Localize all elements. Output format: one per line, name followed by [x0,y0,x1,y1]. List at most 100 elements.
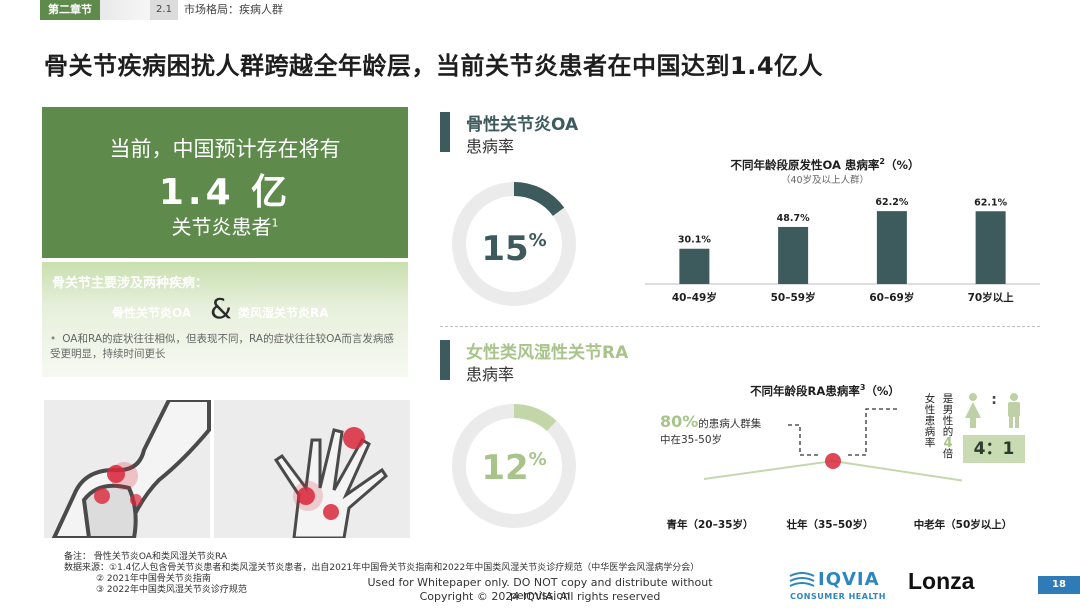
ra-callout-left [788,424,818,456]
oa-bar-value-label: 30.1% [678,235,711,246]
ra-chart-title-unit: （%） [865,384,900,398]
oa-donut [452,182,576,306]
oa-chart-title-text: 不同年龄段原发性OA 患病率 [730,158,880,172]
joint-illustration [44,400,410,538]
female-ratio-col3: 倍 [942,448,954,460]
headline-line3: 关节炎患者1 [42,211,408,240]
oa-category-label: 60–69岁 [869,291,914,304]
ratio-badge: 4：1 [963,435,1025,463]
oa-chart-title-unit: （%） [884,158,920,172]
oa-bar [876,211,907,284]
ra-donut [452,404,576,528]
inflammation-glow [293,481,323,511]
bullet: • [50,333,57,345]
ra-peak-point [825,453,841,469]
page-title: 骨关节疾病困扰人群跨越全年龄层，当前关节炎患者在中国达到1.4亿人 [44,52,824,80]
inflammation-dot [323,504,339,520]
copyright-line2: Copyright © 2024 IQVIA. All rights reser… [419,590,661,603]
ra-section-bar [440,340,450,380]
oa-bar [975,211,1006,284]
section-divider [440,326,1040,327]
disease-info-box: 骨关节主要涉及两种疾病： 骨性关节炎OA & 类风湿关节炎RA • OA和RA的症… [42,262,408,377]
oa-chart-subtitle: （40岁及以上人群） [780,175,870,186]
footnote-source-3: ③ 2022年中国类风湿关节炎诊疗规范 [96,585,247,595]
male-icon [1008,393,1020,428]
section-title: 市场格局：疾病人群 [184,3,283,16]
disease-note: • OA和RA的症状往往相似，但表现不同，RA的症状往往较OA而言发病感受更明显，… [50,332,402,362]
inflammation-dot [130,494,142,506]
inflammation-glow [110,462,138,490]
headline-line3-text: 关节炎患者 [171,215,272,239]
female-ratio-col2: 是男性的 4 倍 [940,394,956,460]
ra-xlabel-0: 青年（20–35岁） [666,519,754,531]
ra-annotation-line2: 中在35-50岁 [660,434,723,446]
oa-donut-value: 15 [481,229,529,269]
disease-note-text: OA和RA的症状往往相似，但表现不同，RA的症状往往较OA而言发病感受更明显，持… [50,333,394,360]
chapter-tag: 第二章节 [40,0,100,20]
footnote-ref-1: 1 [271,216,279,230]
footnote-ref-2: 2 [879,157,885,167]
ra-title: 女性类风湿性关节RA [466,343,629,363]
female-ratio-highlight: 4 [943,436,953,451]
oa-bar [679,248,710,284]
iqvia-logo: IQVIA [818,569,880,590]
oa-donut-unit: % [528,230,547,251]
ra-callout-right [848,408,900,456]
ra-annotation-pct: 80% [660,412,699,431]
ra-line-chart [703,408,963,482]
oa-bar [778,226,809,284]
hand-bones [273,428,388,538]
gender-icons [965,393,1020,428]
oa-bar-value-label: 62.1% [974,197,1007,208]
female-icon [965,393,981,428]
ratio-colon: : [991,392,997,408]
ra-donut-label: 12% [450,448,578,488]
disease-info-title: 骨关节主要涉及两种疾病： [52,276,209,291]
oa-category-label: 40–49岁 [672,291,717,304]
ra-chart-title-text: 不同年龄段RA患病率 [750,384,860,398]
oa-bar-chart: 30.1% 40–49岁 48.7% 50–59岁 62.2% 60–69岁 62.1% 70… [645,197,1040,304]
chapter-tag-gradient [100,0,150,20]
oa-donut-label: 15% [450,229,578,269]
inflammation-dot [94,488,110,504]
oa-subtitle: 患病率 [466,137,515,156]
iqvia-logo-icon [789,572,815,587]
footnote-source-1: 数据来源：①1.4亿人包含骨关节炎患者和类风湿关节炎患者，出自2021年中国骨关… [64,563,700,573]
ra-donut-unit: % [528,449,547,470]
ra-donut-arc [452,404,576,528]
ra-annotation: 80%的患病人群集 中在35-50岁 [660,414,761,448]
iqvia-subtitle: CONSUMER HEALTH [790,592,886,601]
headline-line1: 当前，中国预计存在将有 [109,137,341,161]
inflammation-dot [297,487,315,505]
oa-section-bar [440,112,450,152]
oa-title: 骨性关节炎OA [466,115,579,135]
oa-category-label: 70岁以上 [968,291,1015,304]
disease-ra-label: 类风湿关节炎RA [238,306,329,320]
ra-xlabel-2: 中老年（50岁以上） [913,519,1013,531]
disease-oa-label: 骨性关节炎OA [112,306,192,320]
footnote-note: 备注： 骨性关节炎OA和类风湿关节炎RA [64,552,227,562]
inflammation-dot [107,465,125,483]
female-ratio-col2-text: 是男性的 [942,393,954,438]
headline-box: 当前，中国预计存在将有 1.4 亿 关节炎患者1 [42,107,408,258]
oa-category-label: 50–59岁 [771,291,816,304]
ra-subtitle: 患病率 [466,365,515,384]
oa-bar-value-label: 48.7% [777,213,810,224]
female-ratio-col1: 女性患病率 [924,393,936,449]
ampersand: & [210,292,232,325]
footnote-ref-3: 3 [859,383,866,393]
inflammation-dot [343,427,365,449]
section-number: 2.1 [150,0,178,20]
footnote-source-2: ② 2021年中国骨关节炎指南 [96,574,211,584]
ra-annotation-line1: 的患病人群集 [698,418,762,430]
oa-bar-value-label: 62.2% [875,197,908,208]
ra-donut-value: 12 [481,448,529,488]
copyright-line1: Used for Whitepaper only. DO NOT copy an… [367,576,713,602]
ra-chart-title: 不同年龄段RA患病率3（%） [700,383,950,399]
oa-donut-arc [452,182,576,306]
ra-xlabel-1: 壮年（35–50岁） [786,519,874,531]
lonza-logo: Lonza [908,568,975,594]
headline-number: 1.4 亿 [158,172,292,213]
oa-chart-title: 不同年龄段原发性OA 患病率2（%） [660,157,990,173]
page-number: 18 [1038,576,1080,594]
